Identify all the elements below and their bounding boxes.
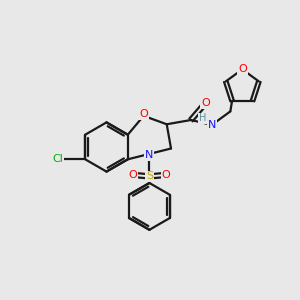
Text: H: H <box>199 113 206 123</box>
Text: O: O <box>238 64 247 74</box>
Text: N: N <box>208 120 216 130</box>
Text: O: O <box>201 98 210 108</box>
Text: Cl: Cl <box>52 154 63 164</box>
Text: S: S <box>146 171 153 182</box>
Text: O: O <box>161 170 170 180</box>
Text: O: O <box>139 110 148 119</box>
Text: N: N <box>145 150 154 161</box>
Text: O: O <box>128 170 137 180</box>
